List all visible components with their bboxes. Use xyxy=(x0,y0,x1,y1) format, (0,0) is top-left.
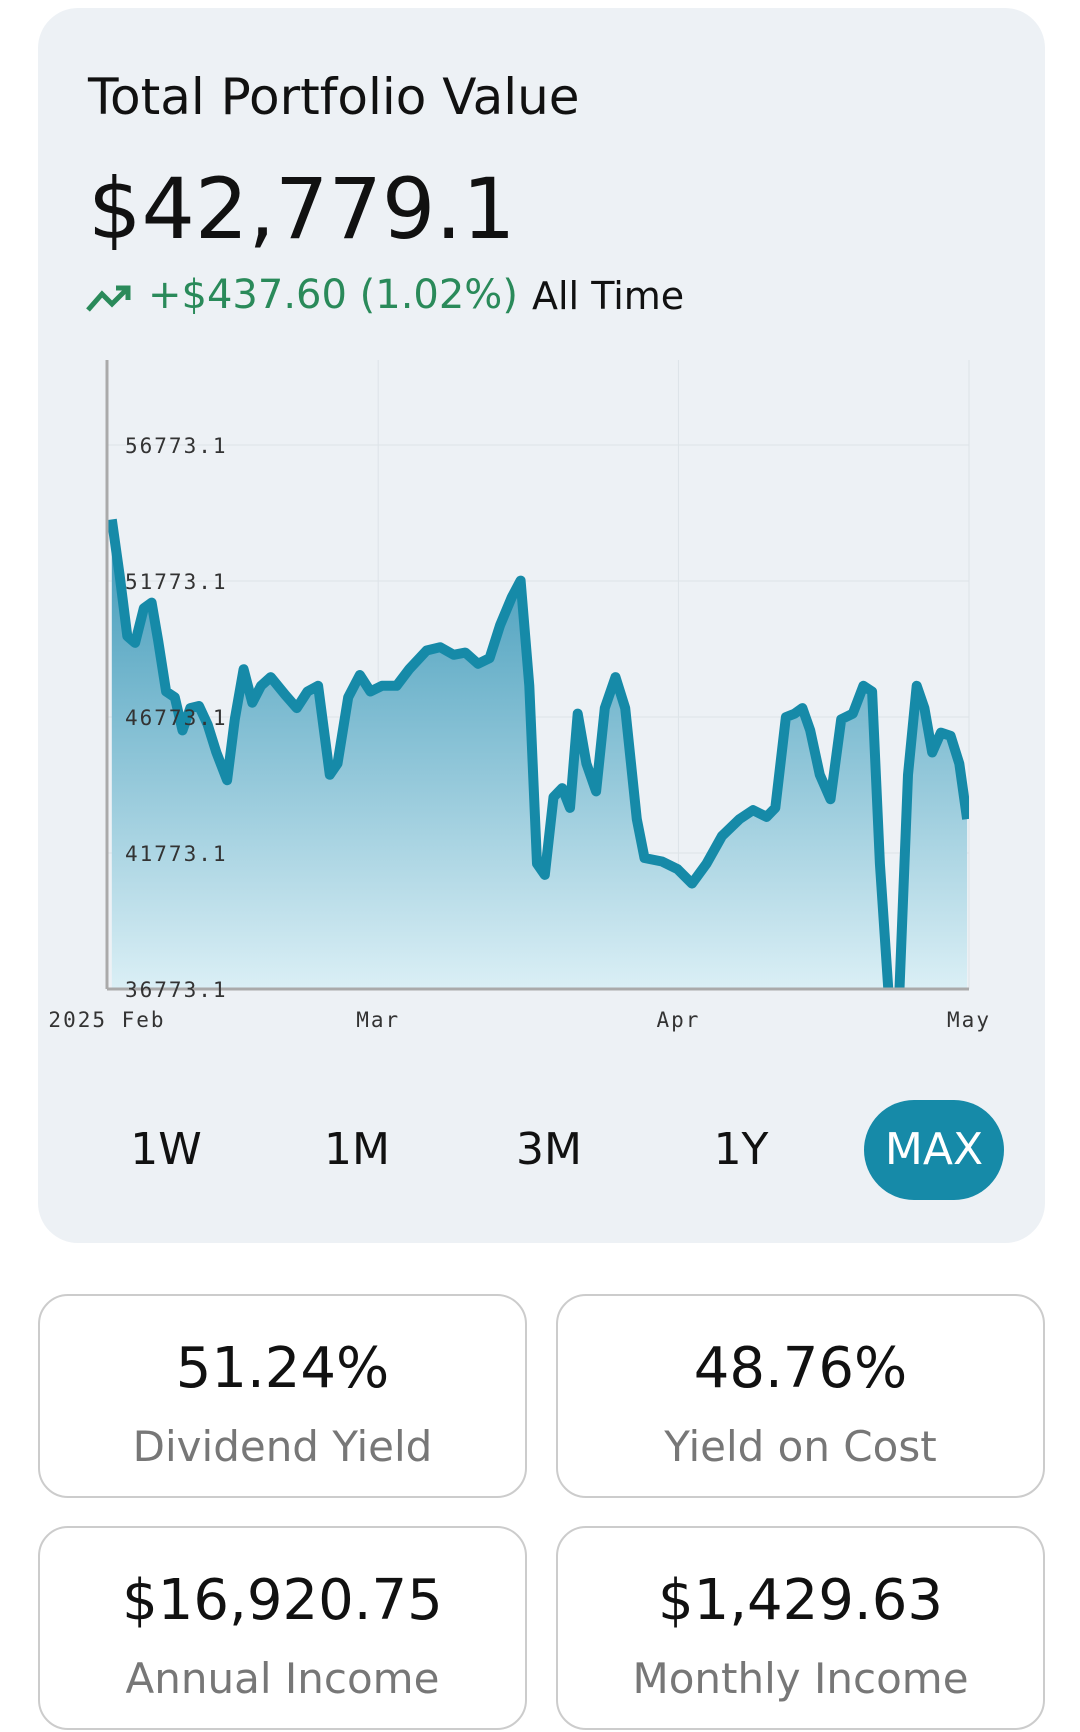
title: Total Portfolio Value xyxy=(88,68,580,126)
y-tick-label: 56773.1 xyxy=(125,434,228,458)
stat-label: Yield on Cost xyxy=(664,1422,937,1471)
x-tick-label: May xyxy=(947,1008,991,1032)
y-tick-label: 46773.1 xyxy=(125,706,228,730)
chart: 2025 Feb Mar Apr May 36773.1 41773.1 46773.1 51… xyxy=(48,360,991,1032)
stat-card: 48.76% Yield on Cost xyxy=(556,1294,1045,1498)
y-tick-label: 36773.1 xyxy=(125,978,228,1002)
stat-value: 51.24% xyxy=(175,1336,390,1401)
stat-value: $16,920.75 xyxy=(122,1568,443,1633)
timeframe-button[interactable]: 3M xyxy=(516,1124,582,1175)
timeframe-button[interactable]: 1W xyxy=(130,1124,202,1175)
trend-icon xyxy=(86,285,131,312)
y-tick-label: 51773.1 xyxy=(125,570,228,594)
y-tick-label: 41773.1 xyxy=(125,842,228,866)
period: All Time xyxy=(532,274,685,318)
stat-card: $1,429.63 Monthly Income xyxy=(556,1526,1045,1730)
stat-label: Annual Income xyxy=(125,1654,440,1703)
plot xyxy=(107,518,969,989)
timeframe-button[interactable]: MAX xyxy=(864,1100,1004,1200)
total-value: $42,779.1 xyxy=(88,160,516,258)
stat-label: Dividend Yield xyxy=(132,1422,433,1471)
stat-value: $1,429.63 xyxy=(657,1568,943,1633)
line xyxy=(107,518,969,989)
stat-card: 51.24% Dividend Yield xyxy=(38,1294,527,1498)
timeframe-button[interactable]: 1Y xyxy=(713,1124,769,1175)
timeframe-button[interactable]: 1M xyxy=(324,1124,390,1175)
x-tick-label: Apr xyxy=(656,1008,700,1032)
stat-label: Monthly Income xyxy=(632,1654,969,1703)
portfolio-card xyxy=(38,8,1045,1243)
area xyxy=(111,519,968,989)
stat-value: 48.76% xyxy=(693,1336,908,1401)
stat-card: $16,920.75 Annual Income xyxy=(38,1526,527,1730)
change: +$437.60 (1.02%) xyxy=(148,272,518,318)
x-tick-label: 2025 Feb xyxy=(48,1008,165,1032)
x-tick-label: Mar xyxy=(356,1008,400,1032)
